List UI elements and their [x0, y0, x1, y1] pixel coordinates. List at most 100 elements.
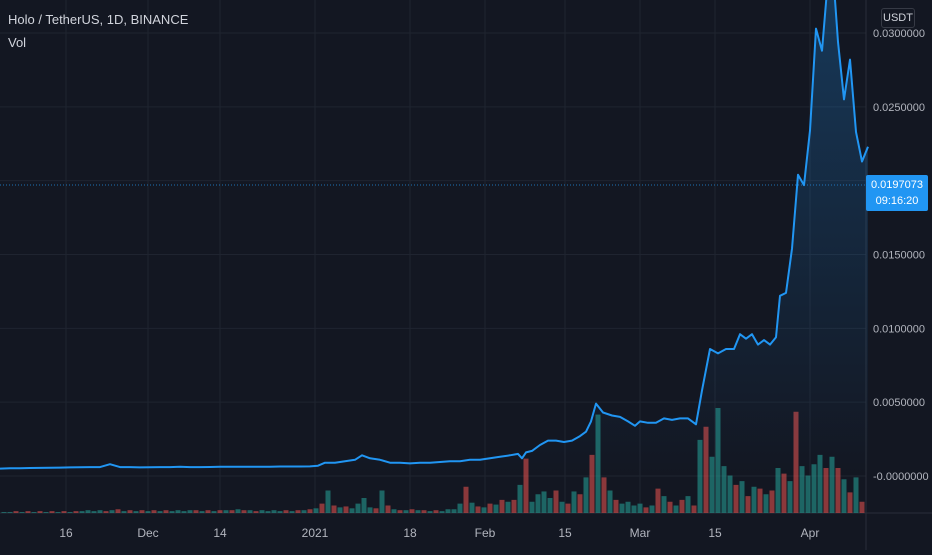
volume-bar: [739, 481, 745, 513]
x-tick-label: 16: [59, 526, 73, 540]
volume-bar: [487, 503, 493, 513]
volume-bar: [187, 510, 193, 513]
volume-bar: [553, 490, 559, 513]
volume-bar: [25, 511, 31, 513]
volume-bar: [757, 488, 763, 513]
volume-bar: [505, 501, 511, 513]
volume-bar: [241, 510, 247, 513]
volume-bar: [283, 510, 289, 513]
volume-bar: [673, 505, 679, 513]
volume-bar: [841, 479, 847, 513]
price-area: [0, 0, 868, 476]
volume-bar: [463, 486, 469, 513]
volume-bar: [607, 490, 613, 513]
volume-bar: [55, 512, 61, 513]
y-tick-label: 0.0250000: [873, 102, 925, 114]
volume-bar: [319, 503, 325, 513]
volume-bar: [583, 477, 589, 513]
current-price-label: 0.0197073 09:16:20: [866, 175, 928, 211]
volume-bar: [79, 511, 85, 513]
volume-bar: [379, 490, 385, 513]
volume-bar: [535, 494, 541, 513]
volume-bar: [373, 508, 379, 513]
y-tick-label: 0.0150000: [873, 250, 925, 262]
volume-bar: [37, 511, 43, 513]
volume-bar: [157, 511, 163, 513]
volume-bar: [697, 439, 703, 513]
volume-bar: [709, 456, 715, 513]
volume-bar: [325, 490, 331, 513]
volume-bar: [97, 510, 103, 513]
volume-bar: [445, 509, 451, 513]
volume-bar: [385, 505, 391, 513]
volume-bar: [433, 510, 439, 513]
volume-bar: [619, 503, 625, 513]
currency-button[interactable]: USDT: [881, 8, 915, 28]
volume-bar: [265, 511, 271, 513]
volume-bar: [763, 494, 769, 513]
volume-bar: [637, 503, 643, 513]
volume-bar: [523, 458, 529, 513]
volume-bar: [355, 503, 361, 513]
volume-bar: [367, 507, 373, 513]
x-tick-label: 15: [558, 526, 572, 540]
volume-bar: [49, 511, 55, 513]
volume-bar: [475, 506, 481, 513]
volume-bar: [859, 501, 865, 513]
volume-bar: [601, 477, 607, 513]
volume-bar: [205, 510, 211, 513]
volume-bar: [787, 481, 793, 513]
volume-bar: [799, 466, 805, 513]
volume-bar: [403, 510, 409, 513]
volume-bar: [127, 510, 133, 513]
volume-bar: [847, 492, 853, 513]
volume-bar: [7, 512, 13, 513]
volume-bar: [643, 507, 649, 513]
volume-bar: [67, 512, 73, 513]
volume-bar: [289, 511, 295, 513]
volume-bar: [109, 510, 115, 513]
volume-bar: [253, 511, 259, 513]
volume-bar: [499, 499, 505, 513]
y-tick-label: 0.0050000: [873, 397, 925, 409]
volume-bar: [181, 511, 187, 513]
volume-bar: [745, 496, 751, 513]
volume-bar: [391, 509, 397, 513]
volume-bar: [529, 501, 535, 513]
x-tick-label: 18: [403, 526, 417, 540]
volume-bar: [649, 505, 655, 513]
volume-bar: [139, 510, 145, 513]
volume-bar: [817, 454, 823, 513]
y-tick-label: 0.0300000: [873, 28, 925, 40]
volume-bar: [133, 511, 139, 513]
volume-bar: [571, 491, 577, 513]
volume-bar: [691, 505, 697, 513]
volume-bar: [853, 477, 859, 513]
candle-countdown: 09:16:20: [875, 195, 919, 207]
volume-indicator-label[interactable]: Vol: [8, 35, 27, 50]
volume-bar: [457, 503, 463, 513]
volume-bar: [625, 501, 631, 513]
volume-bar: [631, 505, 637, 513]
x-tick-label: Apr: [801, 526, 820, 540]
x-tick-label: 15: [708, 526, 722, 540]
volume-bar: [511, 499, 517, 513]
volume-bar: [685, 496, 691, 513]
volume-bar: [427, 511, 433, 513]
volume-bar: [361, 498, 367, 513]
volume-bar: [805, 475, 811, 513]
volume-bar: [679, 499, 685, 513]
symbol-title: Holo / TetherUS, 1D, BINANCE: [8, 12, 189, 27]
volume-bar: [103, 511, 109, 513]
y-tick-label: -0.0000000: [873, 471, 929, 483]
volume-bar: [313, 508, 319, 513]
volume-bar: [43, 512, 49, 513]
volume-bar: [835, 468, 841, 513]
volume-bar: [655, 488, 661, 513]
volume-bar: [217, 510, 223, 513]
volume-bar: [91, 511, 97, 513]
volume-bar: [337, 507, 343, 513]
volume-bar: [223, 510, 229, 513]
